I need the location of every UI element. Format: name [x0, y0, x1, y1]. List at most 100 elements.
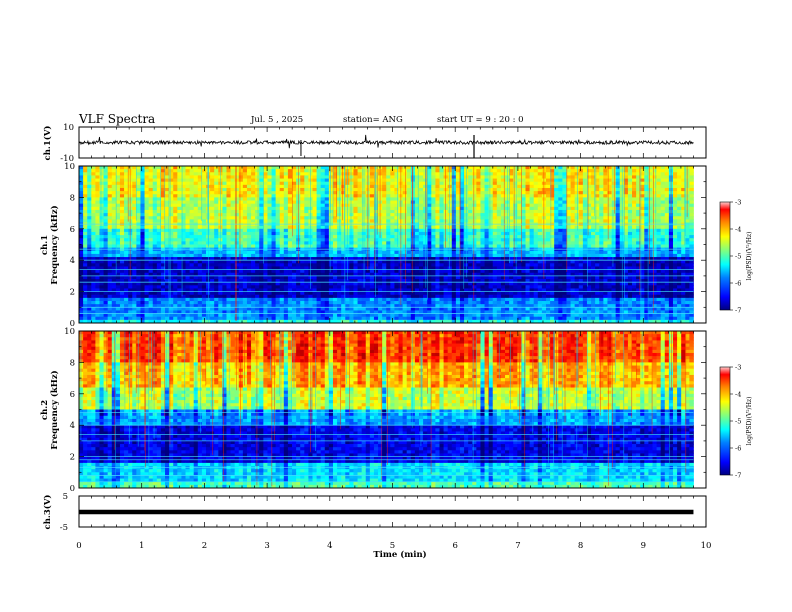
spectrogram-cell — [435, 184, 440, 189]
spectrogram-cell — [312, 187, 317, 192]
spectrogram-cell — [79, 253, 84, 258]
spectrogram-cell — [246, 172, 252, 176]
spectrogram-cell — [103, 253, 109, 258]
spectrogram-cell — [500, 250, 506, 255]
spectrogram-cell — [341, 209, 346, 214]
spectrogram-cell — [509, 194, 514, 198]
spectrogram-cell — [648, 178, 653, 183]
ch1-ytick-top: 10 — [63, 123, 74, 133]
spectrogram-cell — [578, 235, 584, 239]
spectrogram-cell — [304, 235, 309, 239]
spectrogram-cell — [337, 241, 342, 245]
spectrogram-cell — [107, 216, 113, 220]
spectrogram-cell — [316, 241, 322, 245]
spectrogram-cell — [275, 194, 281, 198]
spectrogram-cell — [230, 187, 236, 192]
spectrogram-cell — [681, 209, 686, 214]
spectrogram-cell — [292, 203, 297, 208]
spectrogram-cell — [173, 231, 178, 236]
spectrogram-cell — [382, 238, 387, 242]
spectrogram-cell — [455, 216, 461, 220]
spectrogram-cell — [144, 238, 150, 242]
spectrogram-cell — [136, 194, 141, 198]
spectrogram-cell — [373, 184, 379, 189]
spectrogram-cell — [275, 203, 281, 208]
spectrogram-cell — [148, 231, 154, 236]
spectrogram-cell — [439, 260, 444, 264]
spectrogram-cell — [574, 219, 580, 223]
spectrogram-cell — [427, 238, 432, 242]
spectrogram-cell — [603, 203, 608, 208]
spectrogram-cell — [652, 225, 657, 230]
spectrogram-cell — [623, 231, 629, 236]
spectrogram-cell — [160, 191, 166, 195]
spectrogram-cell — [627, 238, 633, 242]
spectrogram-cell — [259, 225, 264, 230]
spectrogram-cell — [611, 235, 617, 239]
spectrogram-cell — [246, 250, 252, 255]
spectrogram-cell — [83, 169, 88, 173]
spectrogram-cell — [312, 241, 317, 245]
spectrogram-cell — [496, 206, 502, 211]
spectrogram-cell — [152, 225, 158, 230]
spectrogram-cell — [640, 260, 645, 264]
spectrogram-cell — [550, 257, 555, 261]
spectrogram-cell — [99, 169, 104, 173]
spectrogram-cell — [357, 219, 363, 223]
spectrogram-cell — [185, 219, 191, 223]
spectrogram-cell — [578, 250, 584, 255]
spectrogram-cell — [668, 238, 674, 242]
spectrogram-cell — [148, 187, 154, 192]
spectrogram-cell — [414, 241, 420, 245]
spectrogram-cell — [562, 184, 567, 189]
spectrogram-cell — [459, 244, 465, 249]
spectrogram-cell — [312, 219, 317, 223]
spectrogram-cell — [181, 216, 186, 220]
spectrogram-cell — [242, 206, 248, 211]
spectrogram-cell — [439, 257, 444, 261]
spectrogram-cell — [210, 260, 215, 264]
spectrogram-cell — [521, 238, 526, 242]
spectrogram-cell — [119, 266, 125, 271]
spectrogram-cell — [525, 166, 531, 170]
spectrogram-cell — [197, 250, 203, 255]
spectrogram-cell — [517, 241, 522, 245]
spectrogram-cell — [152, 187, 158, 192]
spectrogram-cell — [238, 266, 244, 271]
spectrogram-cell — [95, 253, 100, 258]
spectrogram-cell — [685, 184, 690, 189]
spectrogram-cell — [459, 213, 465, 217]
spectrogram-cell — [156, 172, 162, 176]
spectrogram-cell — [160, 263, 166, 267]
spectrogram-cell — [230, 253, 236, 258]
spectrogram-cell — [488, 194, 494, 198]
spectrogram-cell — [332, 175, 338, 179]
spectrogram-cell — [648, 191, 653, 195]
spectrogram-cell — [431, 200, 436, 205]
spectrogram-cell — [316, 266, 322, 271]
spectrogram-cell — [627, 228, 633, 233]
spectrogram-cell — [222, 213, 227, 217]
spectrogram-cell — [87, 206, 92, 211]
spectrogram-cell — [431, 187, 436, 192]
spectrogram-cell — [537, 209, 543, 214]
spectrogram-cell — [259, 184, 264, 189]
spectrogram-cell — [623, 260, 629, 264]
spectrogram-cell — [169, 197, 174, 201]
spectrogram-cell — [476, 250, 481, 255]
spectrogram-cell — [550, 178, 555, 183]
spectrogram-cell — [173, 253, 178, 258]
spectrogram-cell — [197, 166, 203, 170]
spectrogram-cell — [677, 172, 682, 176]
spectrogram-cell — [201, 219, 207, 223]
spectrogram-cell — [599, 231, 604, 236]
spectrogram-cell — [259, 216, 264, 220]
spectrogram-cell — [623, 194, 629, 198]
spectrogram-cell — [214, 209, 219, 214]
spectrogram-cell — [316, 231, 322, 236]
spectrogram-cell — [533, 231, 539, 236]
spectrogram-cell — [271, 250, 277, 255]
spectrogram-cell — [324, 231, 330, 236]
spectrogram-cell — [292, 263, 297, 267]
spectrogram-cell — [132, 197, 137, 201]
